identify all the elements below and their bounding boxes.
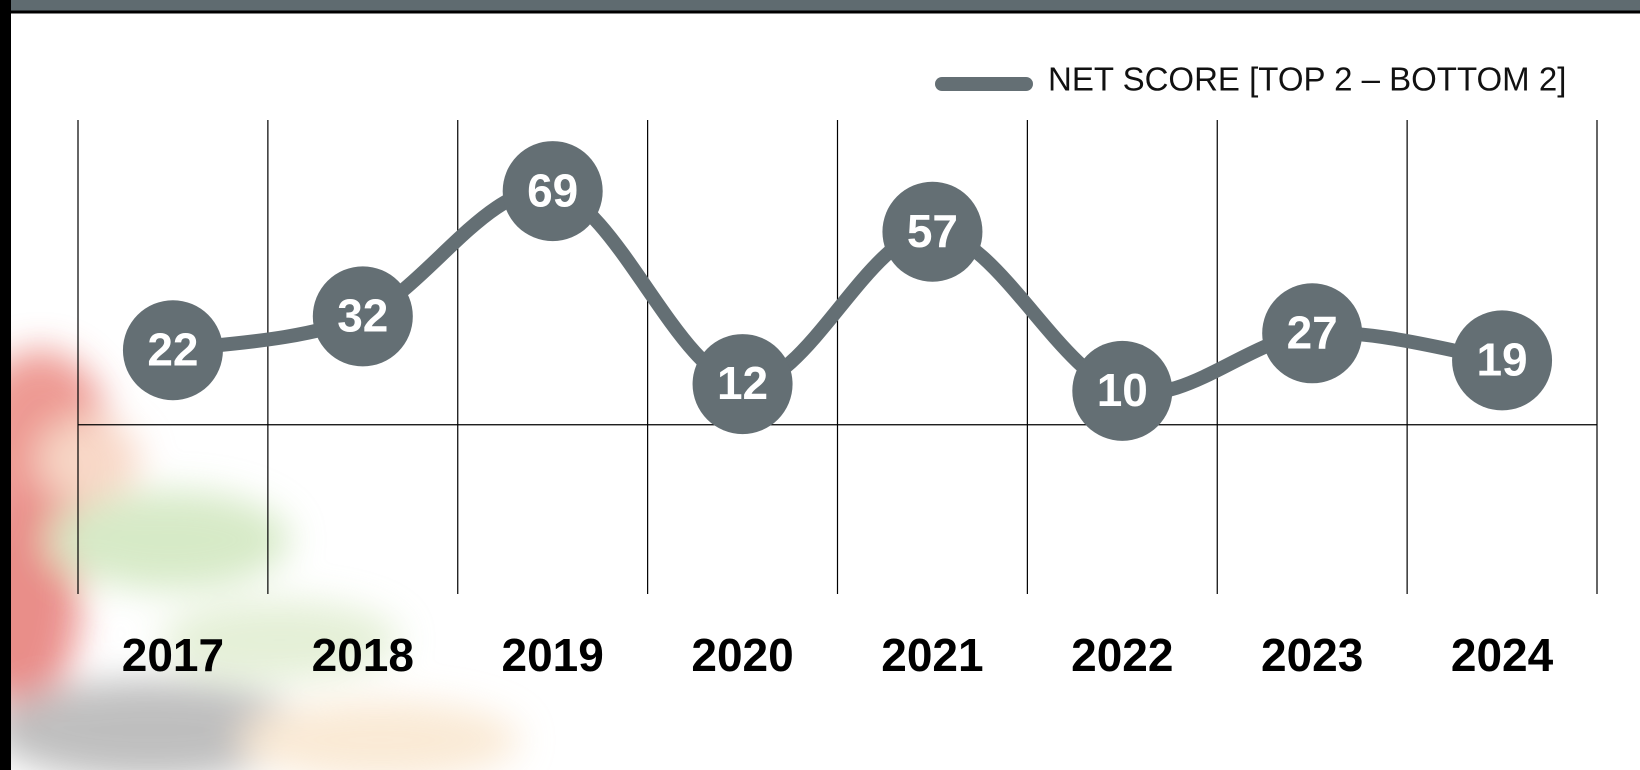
data-label: 19 [1476, 334, 1527, 386]
data-label: 10 [1097, 364, 1148, 416]
point [882, 181, 983, 282]
data-label: 32 [337, 290, 388, 342]
x-tick-label: 2024 [1451, 629, 1554, 681]
legend: NET SCORE [TOP 2 – BOTTOM 2] [935, 61, 1566, 98]
point [1262, 283, 1363, 384]
x-tick-label: 2023 [1261, 629, 1363, 681]
line [165, 183, 1510, 401]
data-label: 69 [527, 164, 578, 216]
point [312, 266, 413, 367]
background-decoration [0, 350, 520, 770]
data-label: 27 [1287, 306, 1338, 358]
x-tick-label: 2017 [122, 629, 224, 681]
data-label: 12 [717, 357, 768, 409]
point [502, 141, 603, 242]
x-tick-label: 2019 [502, 629, 604, 681]
x-tick-label: 2022 [1071, 629, 1173, 681]
x-tick-label: 2021 [881, 629, 983, 681]
point [692, 334, 793, 435]
point [1452, 310, 1553, 411]
top-bar [0, 0, 1640, 12]
legend-label: NET SCORE [TOP 2 – BOTTOM 2] [1048, 61, 1566, 98]
x-tick-label: 2020 [691, 629, 793, 681]
data-label: 57 [907, 205, 958, 257]
point [122, 300, 223, 401]
point [1072, 340, 1173, 441]
x-tick-label: 2018 [312, 629, 414, 681]
left-border [0, 0, 11, 770]
data-label: 22 [147, 323, 198, 375]
